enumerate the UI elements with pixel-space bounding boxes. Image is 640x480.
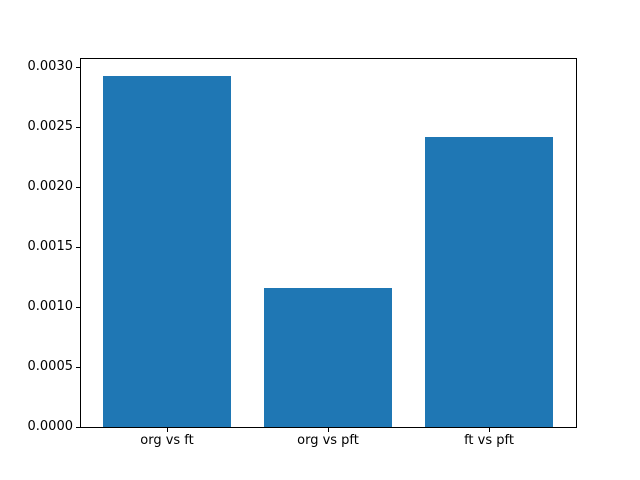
y-tick-label: 0.0000 [27,419,74,434]
y-tick-label: 0.0015 [27,239,74,254]
x-tick-mark [489,428,490,432]
y-tick-mark [76,367,80,368]
x-tick-mark [167,428,168,432]
y-tick-mark [76,67,80,68]
y-tick-label: 0.0020 [27,179,74,194]
axes-spine-bottom [80,427,577,428]
y-tick-mark [76,127,80,128]
y-tick-label: 0.0030 [27,59,74,74]
x-tick-label: org vs pft [297,433,359,448]
y-tick-mark [76,187,80,188]
x-tick-label: org vs ft [140,433,194,448]
x-tick-label: ft vs pft [464,433,514,448]
axes-spine-left [80,58,81,428]
y-tick-mark [76,307,80,308]
x-tick-mark [328,428,329,432]
bar [263,287,393,427]
bar [102,75,232,427]
bar [424,136,554,427]
y-tick-mark [76,247,80,248]
y-tick-mark [76,427,80,428]
axes-spine-top [80,58,577,59]
y-tick-label: 0.0010 [27,299,74,314]
y-tick-label: 0.0025 [27,119,74,134]
axes-spine-right [576,58,577,428]
y-tick-label: 0.0005 [27,359,74,374]
